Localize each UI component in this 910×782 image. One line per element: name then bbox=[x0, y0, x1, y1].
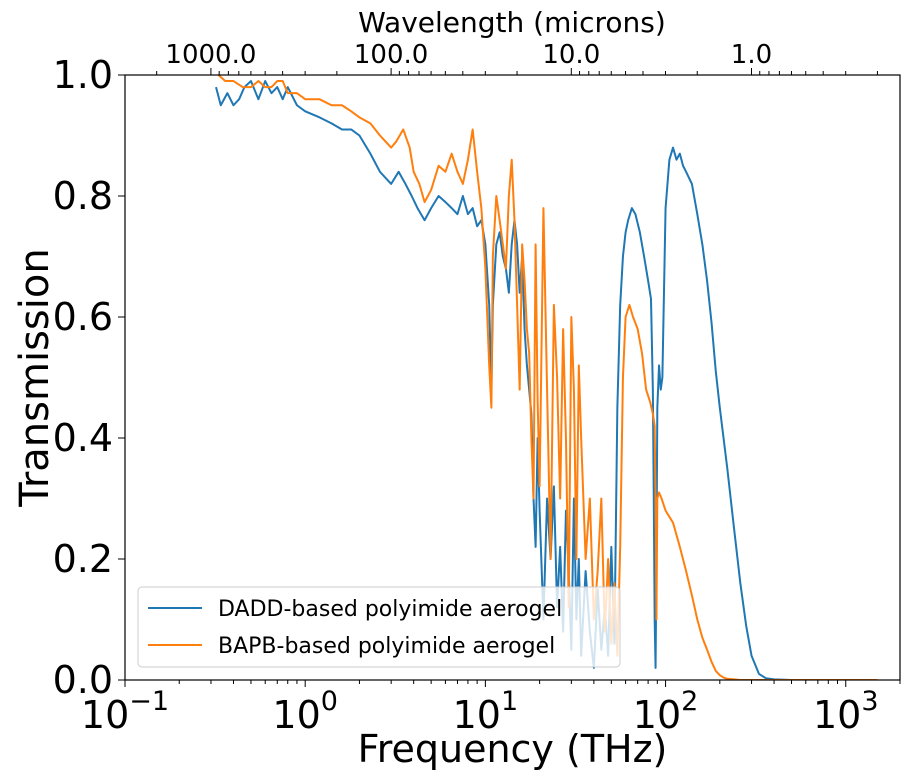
plot-frame bbox=[124, 74, 901, 681]
legend-box bbox=[137, 586, 621, 668]
y-tick-label: 0.8 bbox=[53, 174, 113, 218]
x-tick-label: 100 bbox=[272, 686, 338, 737]
top-tick-label: 10.0 bbox=[542, 40, 600, 70]
y-tick-label: 0.2 bbox=[53, 537, 113, 581]
y-tick-label: 1.0 bbox=[53, 53, 113, 97]
y-tick-label: 0.4 bbox=[53, 416, 113, 460]
x-tick-label: 10−1 bbox=[81, 686, 169, 737]
series-line-bapb bbox=[217, 75, 878, 680]
legend: DADD-based polyimide aerogel BAPB-based … bbox=[137, 586, 621, 668]
x-tick-label: 103 bbox=[813, 686, 879, 737]
y-tick-label: 0.6 bbox=[53, 295, 113, 339]
y-tick-label: 0.0 bbox=[53, 658, 113, 702]
top-axis-title: Wavelength (microns) bbox=[358, 6, 666, 39]
top-tick-label: 1000.0 bbox=[165, 40, 256, 70]
x-tick-label: 101 bbox=[453, 686, 519, 737]
top-tick-label: 1.0 bbox=[731, 40, 772, 70]
top-tick-label: 100.0 bbox=[354, 40, 428, 70]
x-axis-title: Frequency (THz) bbox=[358, 727, 668, 771]
y-axis-title: Transmission bbox=[12, 248, 58, 507]
x-tick-label: 102 bbox=[633, 686, 699, 737]
legend-label-bapb: BAPB-based polyimide aerogel bbox=[218, 634, 555, 659]
legend-label-dadd: DADD-based polyimide aerogel bbox=[218, 597, 562, 622]
x-axis-bottom: 10−1 100 101 102 103 bbox=[81, 680, 901, 737]
x-axis-top-wavelength: 1000.0 100.0 10.0 1.0 bbox=[156, 40, 878, 75]
y-axis: 0.0 0.2 0.4 0.6 0.8 1.0 bbox=[53, 53, 125, 702]
